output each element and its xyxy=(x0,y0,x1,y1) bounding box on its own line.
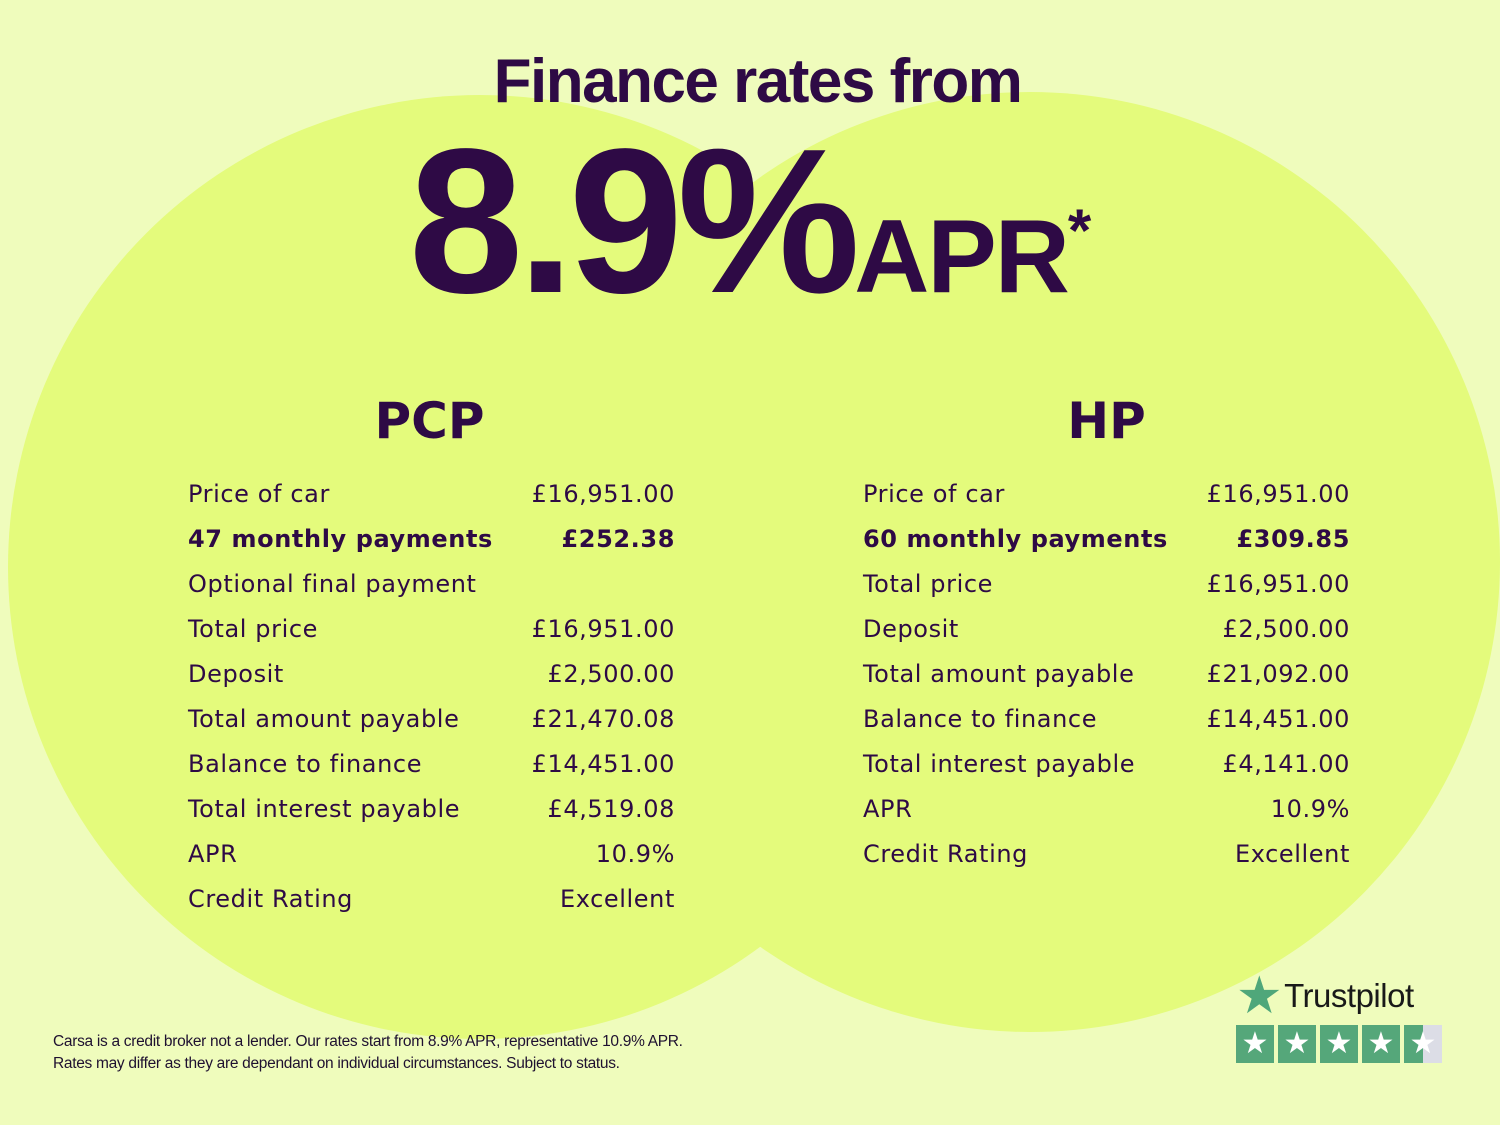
row-label: Optional final payment xyxy=(188,570,477,598)
row-value: £2,500.00 xyxy=(1222,615,1350,643)
table-row: Total price £16,951.00 xyxy=(863,562,1350,607)
table-row: Total interest payable £4,141.00 xyxy=(863,742,1350,787)
plan-title: HP xyxy=(1067,392,1146,450)
table-row: Price of car £16,951.00 xyxy=(863,472,1350,517)
row-label: Total price xyxy=(863,570,994,598)
row-label: Deposit xyxy=(188,660,284,688)
row-value: 10.9% xyxy=(595,840,675,868)
row-label: 47 monthly payments xyxy=(188,525,493,553)
row-label: Total amount payable xyxy=(188,705,460,733)
row-label: Credit Rating xyxy=(188,885,353,913)
row-label: 60 monthly payments xyxy=(863,525,1168,553)
table-row: Total amount payable £21,470.08 xyxy=(188,697,675,742)
row-label: Balance to finance xyxy=(188,750,423,778)
row-value: £16,951.00 xyxy=(531,615,675,643)
rate-value: 8.9% xyxy=(408,106,861,336)
star-icon: ★ xyxy=(1236,1025,1274,1063)
row-label: Total interest payable xyxy=(863,750,1136,778)
row-value: £14,451.00 xyxy=(531,750,675,778)
table-row: Balance to finance £14,451.00 xyxy=(188,742,675,787)
row-value: £21,470.08 xyxy=(531,705,675,733)
asterisk: * xyxy=(1067,197,1092,264)
row-value: £4,141.00 xyxy=(1222,750,1350,778)
star-icon: ★ xyxy=(1320,1025,1358,1063)
table-row: Price of car £16,951.00 xyxy=(188,472,675,517)
trustpilot-rating: ★ ★ ★ ★ ★ xyxy=(1236,1025,1442,1063)
row-label: Price of car xyxy=(863,480,1005,508)
row-label: Total price xyxy=(188,615,319,643)
row-label: Total interest payable xyxy=(188,795,461,823)
trustpilot-star-icon: ★ xyxy=(1236,967,1283,1025)
row-label: Balance to finance xyxy=(863,705,1098,733)
row-value: £2,500.00 xyxy=(547,660,675,688)
row-label: APR xyxy=(863,795,913,823)
trustpilot-brand: Trustpilot xyxy=(1284,977,1414,1014)
trustpilot-badge: ★ Trustpilot ★ ★ ★ ★ ★ xyxy=(1236,967,1442,1063)
half-star-icon: ★ xyxy=(1404,1025,1442,1063)
table-row: Total interest payable £4,519.08 xyxy=(188,787,675,832)
table-row: 47 monthly payments £252.38 xyxy=(188,517,675,562)
rate-suffix: APR xyxy=(854,199,1070,315)
pcp-table: PCP Price of car £16,951.00 47 monthly pay… xyxy=(188,390,675,922)
table-row: 60 monthly payments £309.85 xyxy=(863,517,1350,562)
row-value: £16,951.00 xyxy=(1206,480,1350,508)
row-value: £21,092.00 xyxy=(1206,660,1350,688)
trustpilot-logo: ★ Trustpilot xyxy=(1236,967,1442,1025)
headline-rate: 8.9%APR* xyxy=(0,118,1500,324)
table-row: APR 10.9% xyxy=(863,787,1350,832)
footnote-line-2: Rates may differ as they are dependant o… xyxy=(53,1055,620,1072)
table-row: Credit Rating Excellent xyxy=(188,877,675,922)
row-value: Excellent xyxy=(559,885,675,913)
star-icon: ★ xyxy=(1362,1025,1400,1063)
star-icon: ★ xyxy=(1278,1025,1316,1063)
table-row: Credit Rating Excellent xyxy=(863,832,1350,877)
plan-title: PCP xyxy=(374,392,485,450)
row-value: Excellent xyxy=(1234,840,1350,868)
row-value: £14,451.00 xyxy=(1206,705,1350,733)
headline-title: Finance rates from xyxy=(493,47,1023,116)
row-value: £16,951.00 xyxy=(1206,570,1350,598)
table-row: Total price £16,951.00 xyxy=(188,607,675,652)
row-value: £252.38 xyxy=(561,525,675,553)
row-label: Price of car xyxy=(188,480,330,508)
row-label: Deposit xyxy=(863,615,959,643)
row-label: Total amount payable xyxy=(863,660,1135,688)
footnote-line-1: Carsa is a credit broker not a lender. O… xyxy=(53,1033,683,1050)
background-circle-right xyxy=(560,92,1500,1032)
row-value: £4,519.08 xyxy=(547,795,675,823)
row-value: 10.9% xyxy=(1270,795,1350,823)
table-row: APR 10.9% xyxy=(188,832,675,877)
table-row: Deposit £2,500.00 xyxy=(188,652,675,697)
row-value: £16,951.00 xyxy=(531,480,675,508)
footnote: Carsa is a credit broker not a lender. O… xyxy=(53,1031,683,1075)
row-label: Credit Rating xyxy=(863,840,1028,868)
row-label: APR xyxy=(188,840,238,868)
row-value: £309.85 xyxy=(1236,525,1350,553)
table-row: Optional final payment xyxy=(188,562,675,607)
table-row: Total amount payable £21,092.00 xyxy=(863,652,1350,697)
hp-table: HP Price of car £16,951.00 60 monthly paym… xyxy=(863,390,1350,877)
table-row: Balance to finance £14,451.00 xyxy=(863,697,1350,742)
table-row: Deposit £2,500.00 xyxy=(863,607,1350,652)
